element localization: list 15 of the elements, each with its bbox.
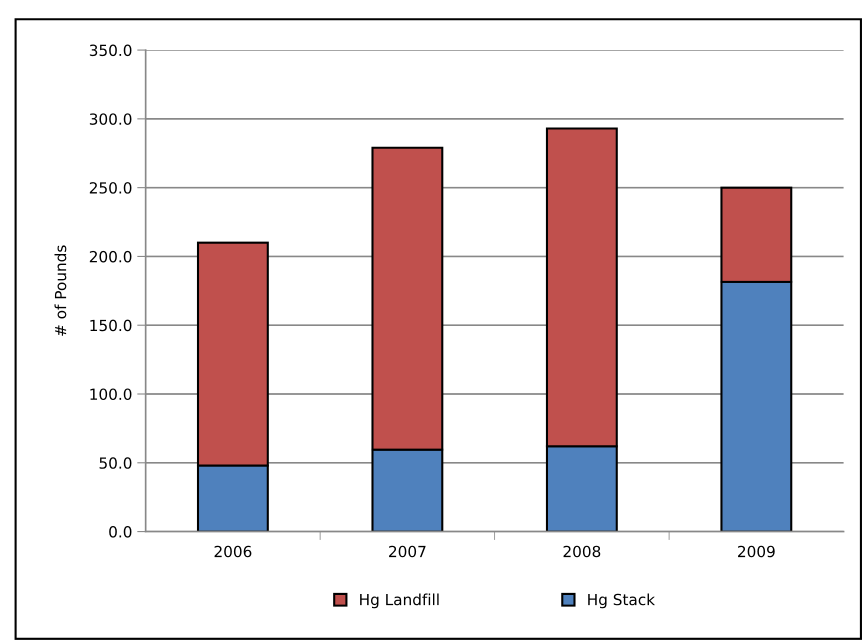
y-tick-label: 150.0	[90, 320, 132, 332]
x-tick-label: 2007	[389, 546, 426, 558]
y-tick-label: 200.0	[90, 250, 132, 262]
x-tick-label: 2009	[738, 546, 775, 558]
y-tick-label: 100.0	[90, 388, 132, 400]
x-tick-label: 2006	[214, 546, 252, 558]
y-tick-label: 50.0	[100, 457, 132, 469]
x-tick-label: 2008	[564, 546, 600, 558]
y-tick-label: 350.0	[90, 44, 132, 56]
legend-label: Hg Landfill	[360, 593, 439, 608]
y-tick-label: 0.0	[109, 526, 132, 538]
y-tick-label: 250.0	[90, 182, 132, 194]
y-axis-title: # of Pounds	[54, 245, 66, 336]
legend-label: Hg Stack	[588, 593, 656, 608]
y-tick-label: 300.0	[90, 113, 132, 125]
